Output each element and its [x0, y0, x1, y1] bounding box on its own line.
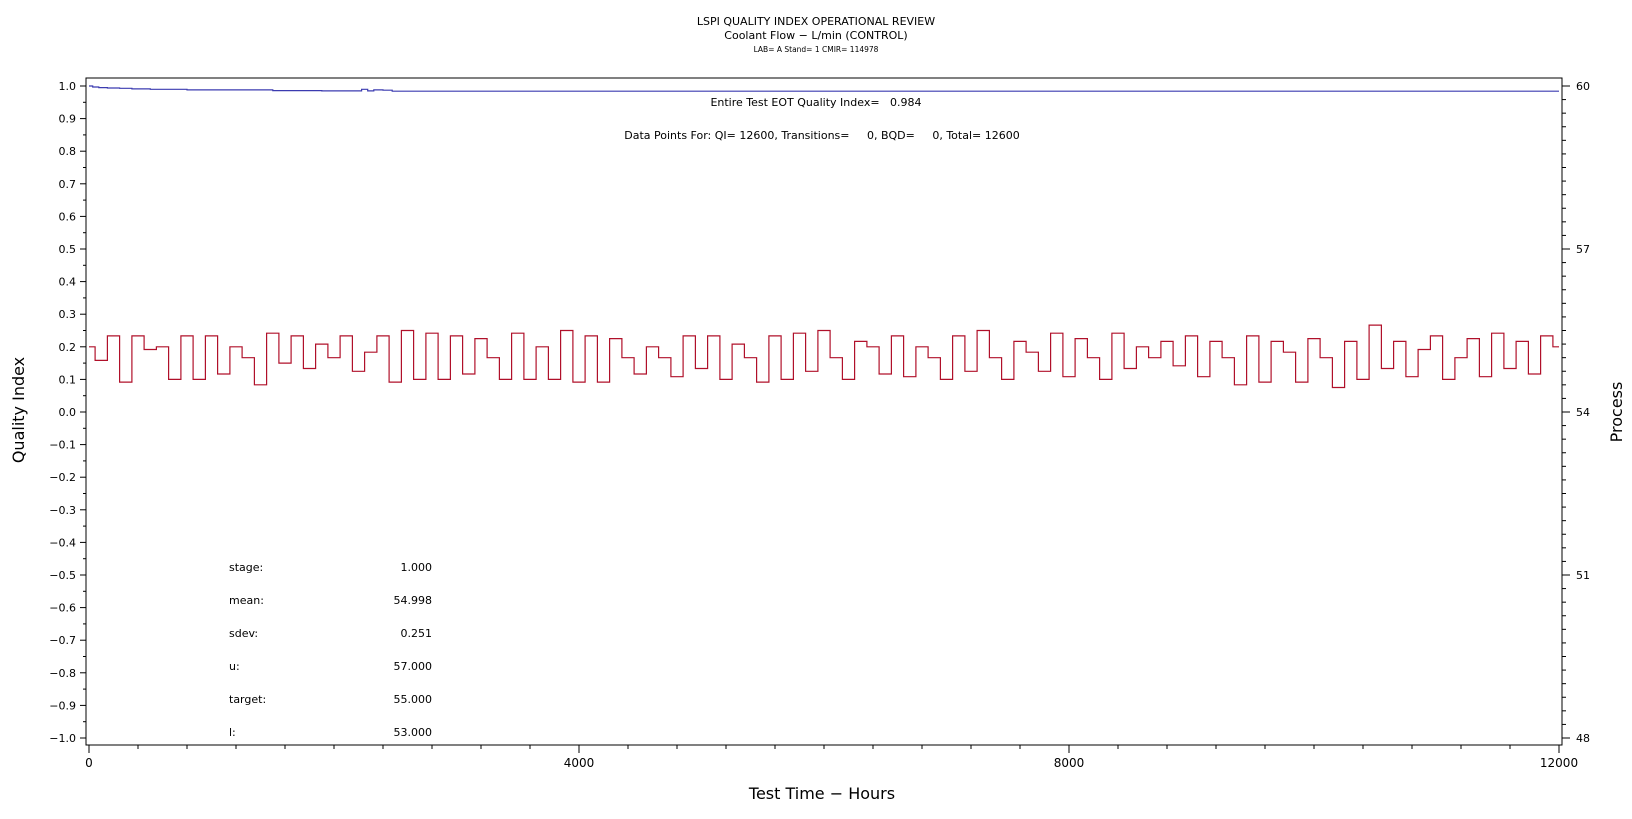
right-y-axis-label: Process	[1607, 382, 1626, 443]
stat-label: stage:	[229, 561, 263, 574]
left-y-tick-label: 0.5	[59, 243, 77, 256]
left-y-tick-label: −0.1	[49, 439, 76, 452]
stat-value: 54.998	[394, 594, 433, 607]
left-y-tick-label: −0.6	[49, 602, 76, 615]
left-y-tick-label: 0.6	[59, 210, 77, 223]
stats-block: stage: 1.000 mean: 54.998 sdev: 0.251 u: 57.000…	[229, 561, 432, 739]
left-y-tick-label: −0.3	[49, 504, 76, 517]
stat-value: 1.000	[401, 561, 433, 574]
left-y-tick-label: 0.1	[59, 373, 77, 386]
left-y-tick-label: 0.0	[59, 406, 77, 419]
right-y-tick-label: 51	[1576, 569, 1590, 582]
left-y-tick-label: −0.5	[49, 569, 76, 582]
x-tick-label: 8000	[1054, 756, 1085, 770]
left-y-tick-label: 0.3	[59, 308, 77, 321]
left-y-tick-label: −0.8	[49, 667, 76, 680]
eot-quality-annotation: Entire Test EOT Quality Index= 0.984	[710, 96, 921, 109]
x-axis: 0 4000 8000 12000	[85, 745, 1578, 770]
stat-value: 55.000	[394, 693, 433, 706]
left-y-tick-label: 0.2	[59, 341, 77, 354]
left-y-axis: 1.0 0.9 0.8 0.7 0.6 0.5 0.4 0.3 0.2 0.1 0.0 −0.1 −0.…	[49, 80, 86, 745]
plot-frame	[85, 77, 1563, 746]
stat-label: mean:	[229, 594, 264, 607]
left-y-tick-label: 0.4	[59, 276, 77, 289]
left-y-tick-label: −1.0	[49, 732, 76, 745]
stat-label: sdev:	[229, 627, 258, 640]
left-y-tick-label: 0.9	[59, 113, 77, 126]
stat-value: 57.000	[394, 660, 433, 673]
series-layer	[89, 85, 1559, 389]
stat-value: 0.251	[401, 627, 433, 640]
process-series-line	[89, 324, 1559, 389]
left-y-tick-label: 0.7	[59, 178, 77, 191]
stat-label: u:	[229, 660, 240, 673]
right-y-tick-label: 60	[1576, 80, 1590, 93]
chart-subsubtitle: LAB= A Stand= 1 CMIR= 114978	[754, 45, 879, 54]
left-y-tick-label: −0.2	[49, 471, 76, 484]
stat-value: 53.000	[394, 726, 433, 739]
right-y-tick-label: 54	[1576, 406, 1590, 419]
chart-subtitle: Coolant Flow − L/min (CONTROL)	[724, 29, 907, 42]
stat-label: l:	[229, 726, 236, 739]
left-y-tick-label: −0.9	[49, 699, 76, 712]
left-y-axis-label: Quality Index	[9, 357, 28, 463]
x-tick-label: 12000	[1540, 756, 1578, 770]
chart-title: LSPI QUALITY INDEX OPERATIONAL REVIEW	[697, 15, 935, 28]
left-y-tick-label: 1.0	[59, 80, 77, 93]
left-y-tick-label: −0.7	[49, 634, 76, 647]
x-tick-label: 4000	[564, 756, 595, 770]
left-y-tick-label: −0.4	[49, 536, 76, 549]
stat-label: target:	[229, 693, 266, 706]
right-y-tick-label: 48	[1576, 732, 1590, 745]
right-y-axis: 60 57 54 51 48	[1562, 80, 1590, 745]
left-y-tick-label: 0.8	[59, 145, 77, 158]
x-axis-label: Test Time − Hours	[748, 784, 895, 803]
quality-index-series-line	[89, 85, 1559, 92]
x-tick-label: 0	[85, 756, 93, 770]
data-points-annotation: Data Points For: QI= 12600, Transitions=…	[624, 129, 1019, 142]
right-y-tick-label: 57	[1576, 243, 1590, 256]
